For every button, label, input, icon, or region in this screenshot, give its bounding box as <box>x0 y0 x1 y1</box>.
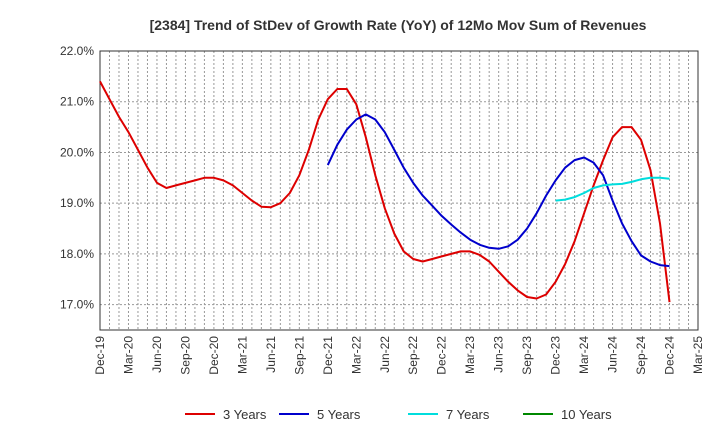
x-tick-label: Dec-24 <box>663 336 677 375</box>
legend-label: 10 Years <box>561 407 612 422</box>
x-tick-label: Sep-23 <box>520 336 534 375</box>
x-tick-label: Sep-21 <box>292 336 306 375</box>
y-tick-label: 21.0% <box>60 95 94 109</box>
x-tick-label: Sep-24 <box>634 336 648 375</box>
x-tick-label: Sep-22 <box>406 336 420 375</box>
x-tick-label: Mar-22 <box>349 336 363 374</box>
y-tick-label: 20.0% <box>60 145 94 159</box>
x-tick-label: Mar-24 <box>577 336 591 374</box>
x-tick-label: Jun-22 <box>378 336 392 373</box>
x-tick-label: Jun-24 <box>606 336 620 373</box>
x-tick-label: Jun-20 <box>150 336 164 373</box>
x-tick-label: Jun-23 <box>492 336 506 373</box>
x-tick-label: Dec-19 <box>93 336 107 375</box>
x-tick-label: Dec-22 <box>435 336 449 375</box>
series-line-3-years <box>99 80 671 303</box>
x-tick-label: Mar-20 <box>121 336 135 374</box>
chart-title: [2384] Trend of StDev of Growth Rate (Yo… <box>150 17 647 33</box>
series-lines <box>99 80 671 303</box>
x-tick-label: Dec-21 <box>321 336 335 375</box>
y-tick-label: 18.0% <box>60 247 94 261</box>
series-line-7-years <box>555 176 670 202</box>
x-tick-label: Mar-25 <box>691 336 705 374</box>
legend-label: 7 Years <box>446 407 490 422</box>
legend: 3 Years 5 Years 7 Years 10 Years <box>185 407 612 422</box>
x-tick-label: Sep-20 <box>178 336 192 375</box>
x-tick-label: Dec-20 <box>207 336 221 375</box>
x-tick-label: Dec-23 <box>549 336 563 375</box>
x-tick-label: Mar-21 <box>235 336 249 374</box>
y-axis: 17.0% 18.0% 19.0% 20.0% 21.0% 22.0% <box>60 44 94 312</box>
x-axis: Dec-19 Mar-20 Jun-20 Sep-20 Dec-20 Mar-21 Jun-… <box>93 336 705 375</box>
y-tick-label: 22.0% <box>60 44 94 58</box>
legend-label: 3 Years <box>223 407 267 422</box>
legend-label: 5 Years <box>317 407 361 422</box>
plot-area <box>99 50 699 331</box>
grid <box>100 50 698 330</box>
y-tick-label: 17.0% <box>60 298 94 312</box>
series-line-5-years <box>326 113 670 268</box>
x-tick-label: Jun-21 <box>264 336 278 373</box>
y-tick-label: 19.0% <box>60 196 94 210</box>
x-tick-label: Mar-23 <box>463 336 477 374</box>
